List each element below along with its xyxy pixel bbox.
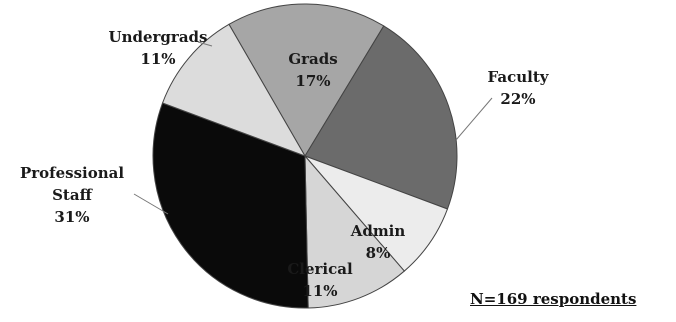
leader-line-professional-staff bbox=[133, 193, 169, 215]
slice-percent-grads: 17% bbox=[295, 72, 330, 90]
pie-slice-undergrads bbox=[161, 23, 307, 157]
slice-label-clerical: Clerical 11% bbox=[287, 260, 353, 300]
leader-line-faculty bbox=[455, 97, 493, 141]
slice-label-admin: Admin 8% bbox=[350, 222, 406, 262]
slice-percent-clerical: 11% bbox=[302, 282, 337, 300]
slice-name-undergrads: Undergrads bbox=[109, 28, 208, 46]
slice-percent-faculty: 22% bbox=[500, 90, 535, 108]
slice-percent-professional-staff: 31% bbox=[54, 208, 89, 226]
slice-name-grads: Grads bbox=[288, 50, 337, 68]
leader-line-undergrads bbox=[197, 41, 213, 47]
pie-slices bbox=[152, 3, 458, 309]
leader-lines bbox=[133, 41, 493, 215]
pie-slice-grads bbox=[228, 3, 385, 157]
slice-label-grads: Grads 17% bbox=[288, 50, 337, 90]
pie-slice-clerical bbox=[304, 154, 406, 309]
slice-name-clerical: Clerical bbox=[287, 260, 353, 278]
slice-label-faculty: Faculty 22% bbox=[488, 68, 550, 108]
slice-name-professional-staff: Professional bbox=[20, 164, 124, 182]
slice-label-undergrads: Undergrads 11% bbox=[109, 28, 208, 68]
slice-percent-undergrads: 11% bbox=[140, 50, 175, 68]
slice-labels: Grads 17% Faculty 22% Admin 8% Clerical 11% Prof… bbox=[20, 28, 550, 300]
pie-slice-faculty bbox=[304, 25, 458, 210]
slice-percent-admin: 8% bbox=[366, 244, 391, 262]
pie-slice-professional-staff bbox=[152, 102, 309, 309]
slice-label-professional-staff: Professional Staff 31% bbox=[20, 164, 124, 226]
slice-name-admin: Admin bbox=[350, 222, 406, 240]
slice-name-professional-staff: Staff bbox=[52, 186, 93, 204]
respondents-note: N=169 respondents bbox=[470, 290, 637, 308]
slice-name-faculty: Faculty bbox=[488, 68, 550, 86]
